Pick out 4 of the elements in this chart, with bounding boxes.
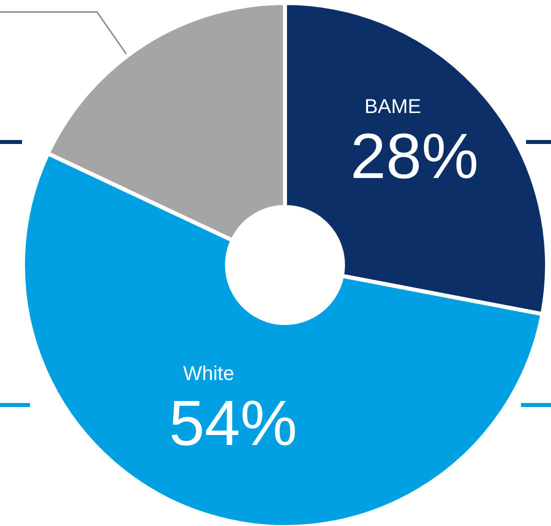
data-label: 54% [169, 386, 298, 459]
slice-label: BAME [364, 96, 422, 118]
data-label: 28% [350, 120, 478, 192]
slice-label: White [183, 362, 234, 385]
